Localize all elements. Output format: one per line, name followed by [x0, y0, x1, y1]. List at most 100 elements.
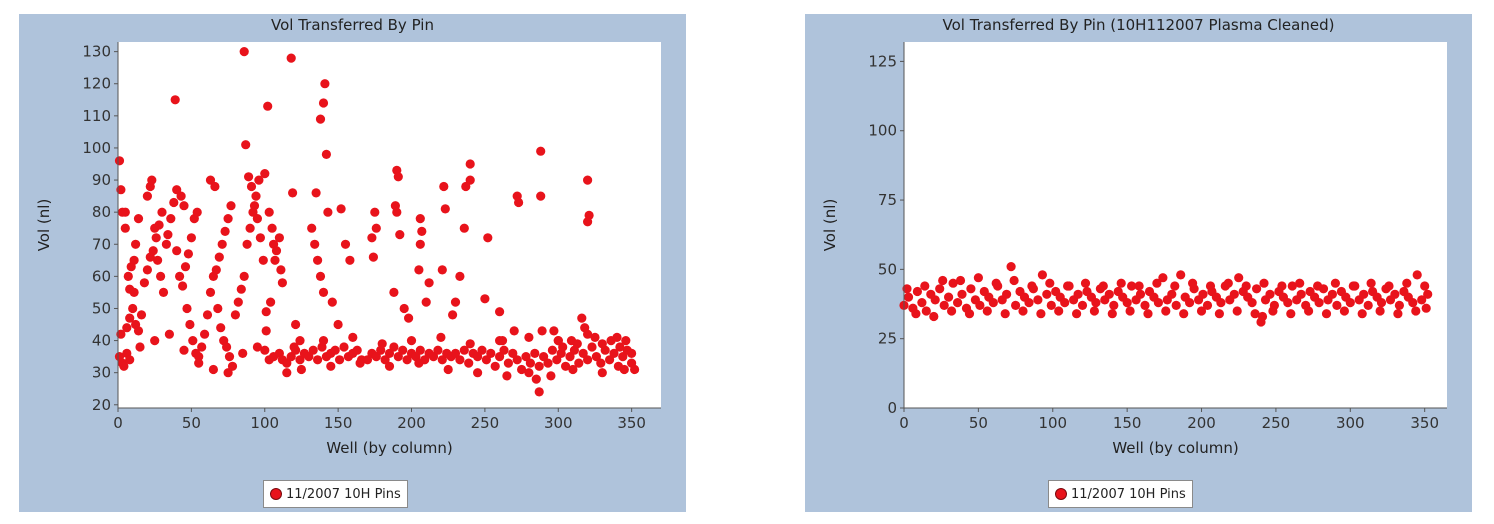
- data-point: [1054, 306, 1064, 316]
- data-point: [957, 289, 967, 299]
- data-point: [119, 361, 129, 371]
- y-tick-label: 0: [887, 399, 897, 417]
- data-point: [194, 358, 204, 368]
- data-point: [289, 342, 299, 352]
- data-point: [194, 352, 204, 362]
- data-point: [465, 175, 475, 185]
- data-point: [417, 226, 427, 236]
- data-point: [1158, 273, 1168, 283]
- data-point: [202, 310, 213, 320]
- data-point: [459, 223, 469, 233]
- data-point: [260, 345, 270, 355]
- data-point: [1420, 281, 1430, 291]
- data-point: [220, 226, 230, 236]
- data-point: [1321, 309, 1332, 319]
- x-tick-label: 150: [324, 414, 353, 432]
- data-point: [296, 364, 306, 375]
- data-point: [448, 310, 458, 320]
- y-tick-label: 125: [868, 52, 897, 70]
- data-point: [286, 53, 296, 63]
- data-point: [216, 323, 226, 333]
- data-point: [120, 207, 130, 217]
- data-point: [371, 352, 381, 362]
- x-tick-label: 50: [969, 414, 988, 432]
- data-point: [955, 275, 966, 286]
- chart-title: Vol Transferred By Pin: [271, 16, 434, 34]
- data-point: [437, 355, 447, 365]
- data-point: [330, 345, 340, 355]
- data-point: [249, 201, 260, 211]
- data-point: [222, 342, 232, 352]
- data-point: [164, 329, 174, 339]
- data-point: [172, 246, 182, 256]
- data-point: [1265, 289, 1275, 299]
- data-point: [630, 364, 640, 375]
- data-point: [169, 197, 179, 208]
- data-point: [437, 265, 447, 275]
- data-point: [443, 364, 453, 375]
- data-point: [539, 352, 549, 362]
- data-point: [583, 355, 593, 365]
- data-point: [964, 309, 975, 319]
- data-point: [495, 307, 505, 317]
- data-point: [1104, 289, 1114, 299]
- data-point: [597, 368, 607, 378]
- data-point: [339, 342, 349, 352]
- data-point: [224, 352, 235, 362]
- data-point: [120, 223, 130, 233]
- data-point: [327, 297, 337, 307]
- data-point: [129, 255, 139, 265]
- data-point: [180, 262, 191, 272]
- y-tick-label: 110: [82, 107, 111, 125]
- data-point: [197, 342, 207, 352]
- data-point: [973, 273, 983, 283]
- data-point: [1185, 298, 1195, 308]
- data-point: [384, 361, 395, 371]
- data-point: [398, 345, 408, 355]
- data-point: [917, 298, 927, 308]
- data-point: [227, 361, 238, 371]
- y-tick-label: 50: [878, 260, 897, 278]
- data-point: [1109, 300, 1119, 310]
- y-tick-label: 70: [92, 235, 111, 253]
- data-point: [1072, 309, 1082, 319]
- data-point: [217, 239, 227, 249]
- y-tick-label: 100: [82, 139, 111, 157]
- data-point: [1384, 281, 1394, 291]
- data-point: [473, 352, 483, 362]
- data-point: [323, 207, 333, 217]
- data-point: [450, 348, 461, 358]
- data-point: [176, 191, 186, 201]
- data-point: [362, 355, 373, 365]
- data-point: [902, 284, 912, 294]
- data-point: [1171, 300, 1181, 310]
- y-tick-label: 120: [82, 75, 111, 93]
- data-point: [274, 233, 284, 243]
- data-point: [561, 361, 571, 371]
- data-point: [1259, 278, 1269, 288]
- data-point: [473, 368, 483, 378]
- data-point: [166, 214, 176, 224]
- data-point: [1188, 278, 1198, 288]
- legend-label: 11/2007 10H Pins: [1071, 486, 1186, 502]
- x-tick-label: 100: [1038, 414, 1067, 432]
- data-point: [524, 368, 534, 378]
- data-point: [266, 297, 276, 307]
- data-point: [1327, 289, 1337, 299]
- data-point: [1046, 300, 1056, 310]
- data-point: [313, 255, 323, 265]
- data-point: [944, 292, 954, 302]
- y-axis-label: Vol (nl): [35, 199, 53, 252]
- data-point: [1116, 278, 1126, 288]
- data-point: [1196, 306, 1207, 316]
- data-point: [1393, 309, 1403, 319]
- data-point: [335, 355, 345, 365]
- data-point: [590, 332, 600, 342]
- series-points: [114, 47, 640, 397]
- data-point: [380, 355, 390, 365]
- data-point: [129, 287, 139, 297]
- data-point: [188, 336, 198, 346]
- data-point: [261, 307, 271, 317]
- data-point: [574, 358, 584, 368]
- data-point: [288, 188, 298, 198]
